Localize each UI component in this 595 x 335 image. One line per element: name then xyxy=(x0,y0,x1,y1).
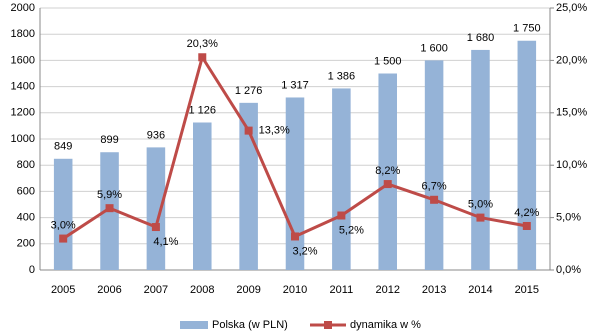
line-marker xyxy=(198,53,207,62)
bar-value-label: 1 750 xyxy=(513,23,541,35)
line-marker xyxy=(430,195,439,204)
bar xyxy=(193,122,212,270)
y-tick-label: 1200 xyxy=(11,107,35,119)
line-marker xyxy=(59,234,68,243)
y-tick-label: 800 xyxy=(17,159,35,171)
bar-value-label: 1 680 xyxy=(467,32,495,44)
legend-label: dynamika w % xyxy=(350,319,421,331)
line-marker xyxy=(244,126,253,135)
line-value-label: 8,2% xyxy=(375,165,400,177)
y2-tick-label: 25,0% xyxy=(556,2,587,14)
bar xyxy=(424,60,444,271)
x-tick-label: 2013 xyxy=(422,284,446,296)
y2-tick-label: 15,0% xyxy=(556,107,587,119)
y2-tick-label: 20,0% xyxy=(556,54,587,66)
x-tick-label: 2009 xyxy=(236,284,260,296)
legend-label: Polska (w PLN) xyxy=(212,319,288,331)
y2-tick-label: 0,0% xyxy=(556,264,581,276)
line-value-label: 5,0% xyxy=(468,199,493,211)
bar-value-label: 899 xyxy=(100,134,118,146)
bar xyxy=(332,88,351,271)
y-tick-label: 600 xyxy=(17,185,35,197)
x-tick-label: 2010 xyxy=(283,284,307,296)
legend-swatch xyxy=(180,321,208,329)
bar-value-label: 849 xyxy=(54,141,72,153)
bar-value-label: 936 xyxy=(147,129,165,141)
line-marker xyxy=(151,223,160,232)
y-tick-label: 400 xyxy=(17,212,35,224)
y-tick-label: 200 xyxy=(17,238,35,250)
line-value-label: 4,1% xyxy=(153,236,178,248)
bar-value-label: 1 276 xyxy=(235,85,263,97)
y2-tick-label: 5,0% xyxy=(556,212,581,224)
y-tick-label: 1800 xyxy=(11,28,35,40)
bar xyxy=(378,73,397,270)
line-value-label: 3,2% xyxy=(292,245,317,257)
bar-value-label: 1 126 xyxy=(189,104,217,116)
y-tick-label: 2000 xyxy=(11,2,35,14)
line-value-label: 6,7% xyxy=(422,181,447,193)
line-value-label: 5,2% xyxy=(339,224,364,236)
line-marker xyxy=(291,232,299,241)
bar-value-label: 1 500 xyxy=(374,55,402,67)
x-tick-label: 2006 xyxy=(97,284,121,296)
line-value-label: 20,3% xyxy=(187,38,218,50)
bar xyxy=(146,147,166,270)
line-value-label: 5,9% xyxy=(97,189,122,201)
line-marker xyxy=(383,180,392,189)
x-tick-label: 2011 xyxy=(330,284,354,296)
bar-value-label: 1 386 xyxy=(328,70,356,82)
line-value-label: 13,3% xyxy=(259,125,290,137)
bar xyxy=(285,97,305,271)
x-tick-label: 2008 xyxy=(190,284,214,296)
bar xyxy=(53,158,73,270)
y-tick-label: 0 xyxy=(29,264,35,276)
y-tick-label: 1600 xyxy=(11,54,35,66)
x-tick-label: 2014 xyxy=(468,284,492,296)
y2-tick-label: 10,0% xyxy=(556,159,587,171)
line-value-label: 4,2% xyxy=(514,207,539,219)
bar-value-label: 1 600 xyxy=(420,42,448,54)
x-tick-label: 2005 xyxy=(51,284,75,296)
line-marker xyxy=(105,204,114,213)
line-marker xyxy=(476,213,485,222)
y-tick-label: 1400 xyxy=(11,81,35,93)
line-marker xyxy=(337,211,346,220)
bar xyxy=(471,49,490,270)
bar-value-label: 1 317 xyxy=(281,79,309,91)
x-tick-label: 2007 xyxy=(144,284,168,296)
legend-swatch xyxy=(324,321,332,329)
x-tick-label: 2015 xyxy=(515,284,539,296)
line-marker xyxy=(522,221,531,230)
y-tick-label: 1000 xyxy=(11,133,35,145)
x-tick-label: 2012 xyxy=(375,284,399,296)
line-value-label: 3,0% xyxy=(51,219,76,231)
bar xyxy=(517,40,537,270)
